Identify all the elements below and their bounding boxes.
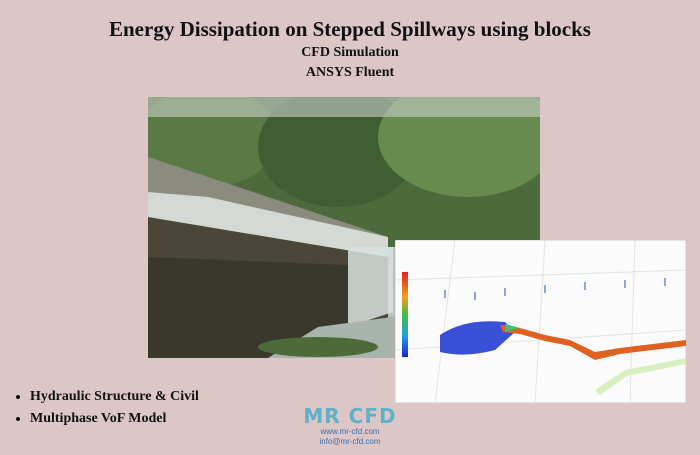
cfd-result bbox=[395, 240, 686, 403]
title: Energy Dissipation on Stepped Spillways … bbox=[109, 17, 591, 41]
bullet: Hydraulic Structure & Civil bbox=[30, 389, 199, 405]
subtitle: CFD Simulation bbox=[301, 45, 399, 60]
website: www.mr-cfd.com bbox=[320, 427, 380, 436]
email: info@mr-cfd.com bbox=[319, 437, 381, 446]
logo-name: MR CFD bbox=[303, 404, 397, 428]
spillway-photo bbox=[148, 97, 540, 358]
bullet-list: Hydraulic Structure & Civil Multiphase V… bbox=[14, 389, 199, 433]
software: ANSYS Fluent bbox=[305, 65, 395, 80]
logo: MR CFD www.mr-cfd.com info@mr-cfd.com bbox=[300, 405, 400, 447]
bullet: Multiphase VoF Model bbox=[30, 411, 199, 427]
